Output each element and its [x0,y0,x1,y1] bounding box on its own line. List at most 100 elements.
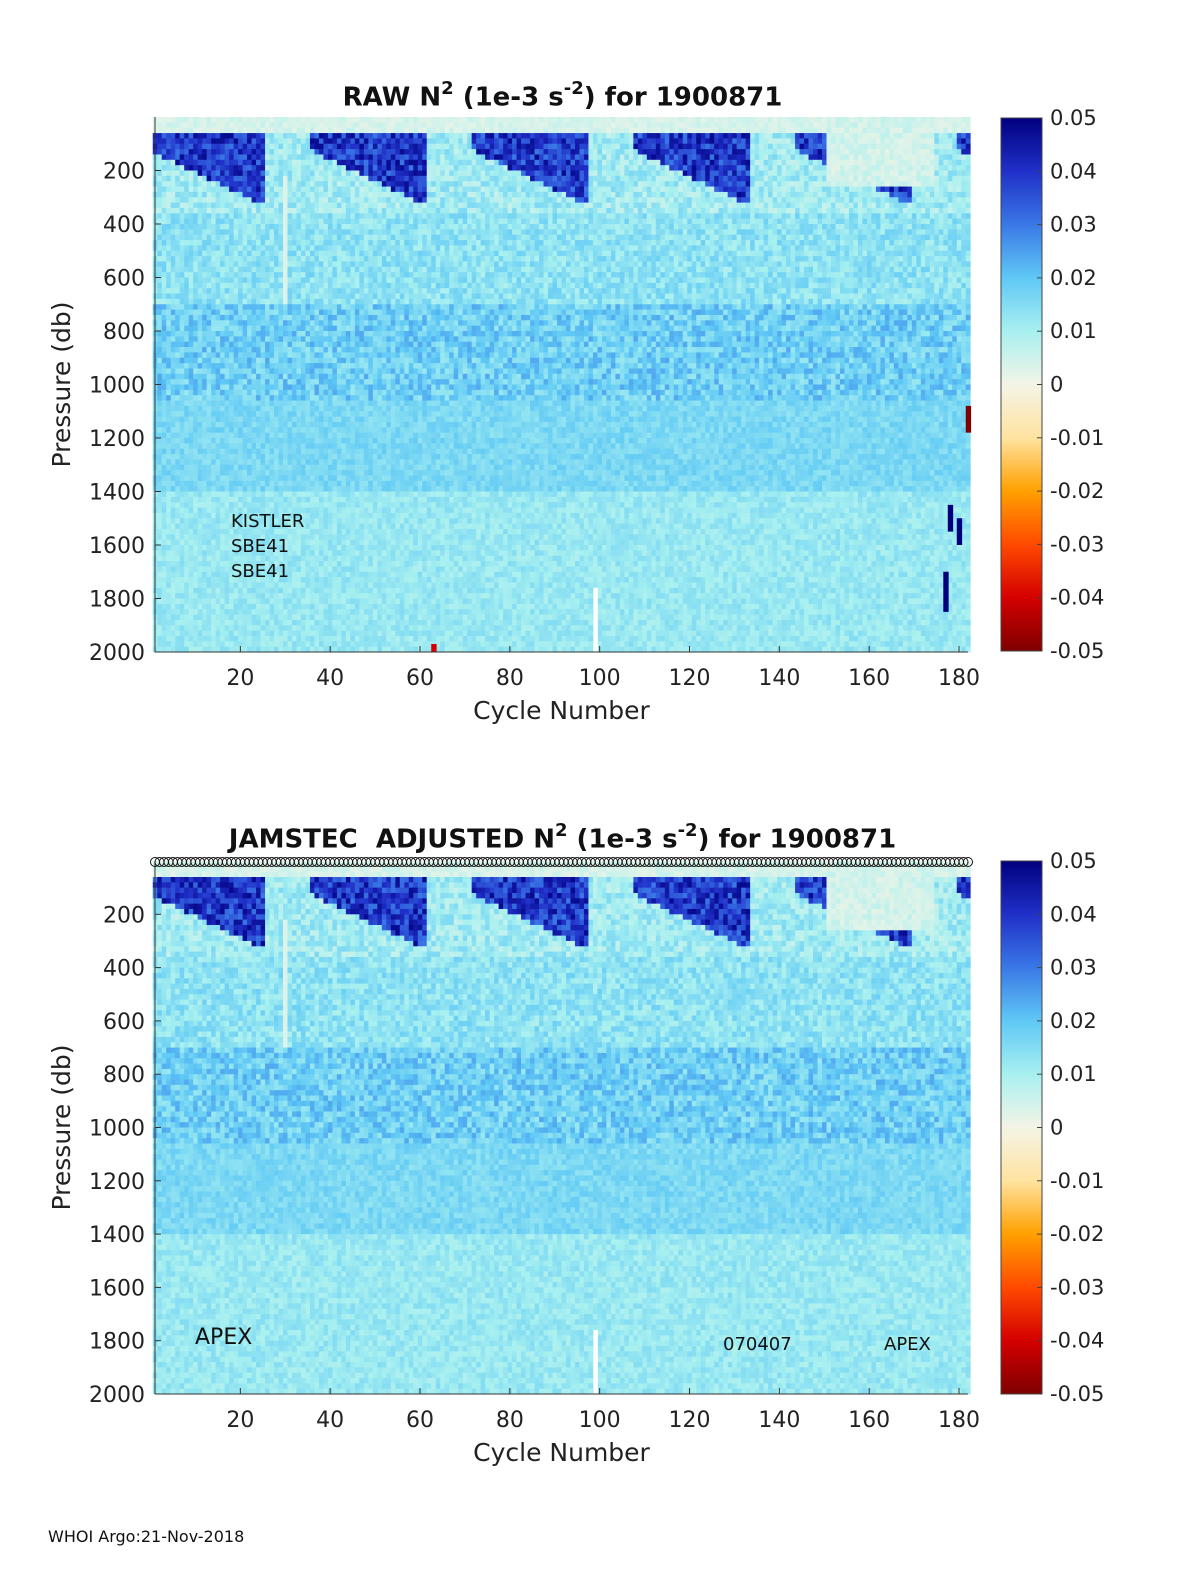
heatmap-cell [220,571,225,578]
heatmap-cell [265,277,270,284]
heatmap-cell [372,486,378,492]
heatmap-cell [193,159,199,166]
heatmap-cell [300,293,306,300]
heatmap-cell [166,218,172,225]
heatmap-cell [206,534,212,541]
heatmap-cell [247,614,252,621]
heatmap-cell [256,165,261,171]
heatmap-cell [161,149,167,155]
heatmap-cell [274,240,279,246]
heatmap-cell [345,438,351,444]
heatmap-cell [211,411,217,417]
heatmap-cell [269,603,275,610]
heatmap-cell [372,566,378,573]
heatmap-cell [269,363,275,369]
heatmap-cell [372,240,378,246]
heatmap-cell [341,625,347,631]
heatmap-cell [256,352,261,359]
heatmap-cell [300,298,306,305]
heatmap-cell [179,170,185,177]
heatmap-cell [372,133,378,139]
heatmap-cell [296,138,302,145]
heatmap-cell [372,379,378,385]
heatmap-cell [238,405,243,412]
heatmap-cell [175,416,181,423]
heatmap-cell [215,373,221,380]
heatmap-cell [296,480,302,487]
heatmap-cell [300,555,306,562]
heatmap-cell [170,298,176,305]
heatmap-cell [372,298,378,305]
heatmap-cell [206,272,212,278]
heatmap-cell [359,357,365,364]
heatmap-cell [341,293,347,300]
heatmap-cell [233,454,239,460]
heatmap-cell [251,512,257,519]
heatmap-cell [318,207,324,214]
heatmap-cell [265,288,270,294]
heatmap-cell [359,496,365,503]
heatmap-cell [345,363,351,369]
heatmap-cell [368,470,374,476]
heatmap-cell [274,191,279,198]
heatmap-cell [341,138,347,145]
heatmap-cell [292,368,297,375]
heatmap-cell [368,432,374,439]
heatmap-cell [161,534,167,541]
heatmap-cell [224,459,230,466]
heatmap-cell [363,545,369,551]
heatmap-cell [224,416,230,423]
heatmap-cell [233,502,239,508]
heatmap-cell [336,341,342,348]
heatmap-cell [287,207,293,214]
heatmap-cell [238,341,243,348]
heatmap-cell [323,571,329,578]
heatmap-cell [300,331,306,337]
heatmap-cell [269,122,275,129]
heatmap-cell [354,181,360,187]
heatmap-cell [278,272,284,278]
heatmap-cell [368,464,374,471]
heatmap-cell [336,550,342,557]
heatmap-cell [314,309,320,316]
heatmap-cell [215,261,221,268]
heatmap-cell [300,357,306,364]
heatmap-cell [238,421,243,428]
heatmap-cell [175,320,181,327]
heatmap-cell [327,298,333,305]
heatmap-cell [238,304,243,310]
heatmap-cell [323,352,329,359]
heatmap-cell [278,202,284,209]
heatmap-cell [372,512,378,519]
heatmap-cell [197,416,203,423]
heatmap-cell [251,207,257,214]
heatmap-cell [265,207,270,214]
heatmap-cell [188,181,194,187]
heatmap-cell [354,400,360,407]
heatmap-cell [296,309,302,316]
heatmap-cell [211,331,217,337]
heatmap-cell [318,507,324,514]
heatmap-cell [260,646,266,653]
heatmap-cell [265,165,270,171]
heatmap-cell [211,464,217,471]
heatmap-cell [179,470,185,476]
heatmap-cell [318,357,324,364]
heatmap-cell [269,459,275,466]
heatmap-cell [274,566,279,573]
heatmap-cell [229,421,234,428]
heatmap-cell [292,138,297,145]
heatmap-cell [300,512,306,519]
heatmap-cell [372,245,378,252]
heatmap-cell [368,298,374,305]
heatmap-cell [197,470,203,476]
heatmap-cell [292,266,297,273]
heatmap-cell [211,528,217,535]
heatmap-cell [161,486,167,492]
heatmap-cell [359,325,365,332]
heatmap-cell [350,598,356,605]
heatmap-cell [220,373,225,380]
heatmap-cell [265,336,270,343]
heatmap-cell [175,555,181,562]
heatmap-cell [323,475,329,482]
